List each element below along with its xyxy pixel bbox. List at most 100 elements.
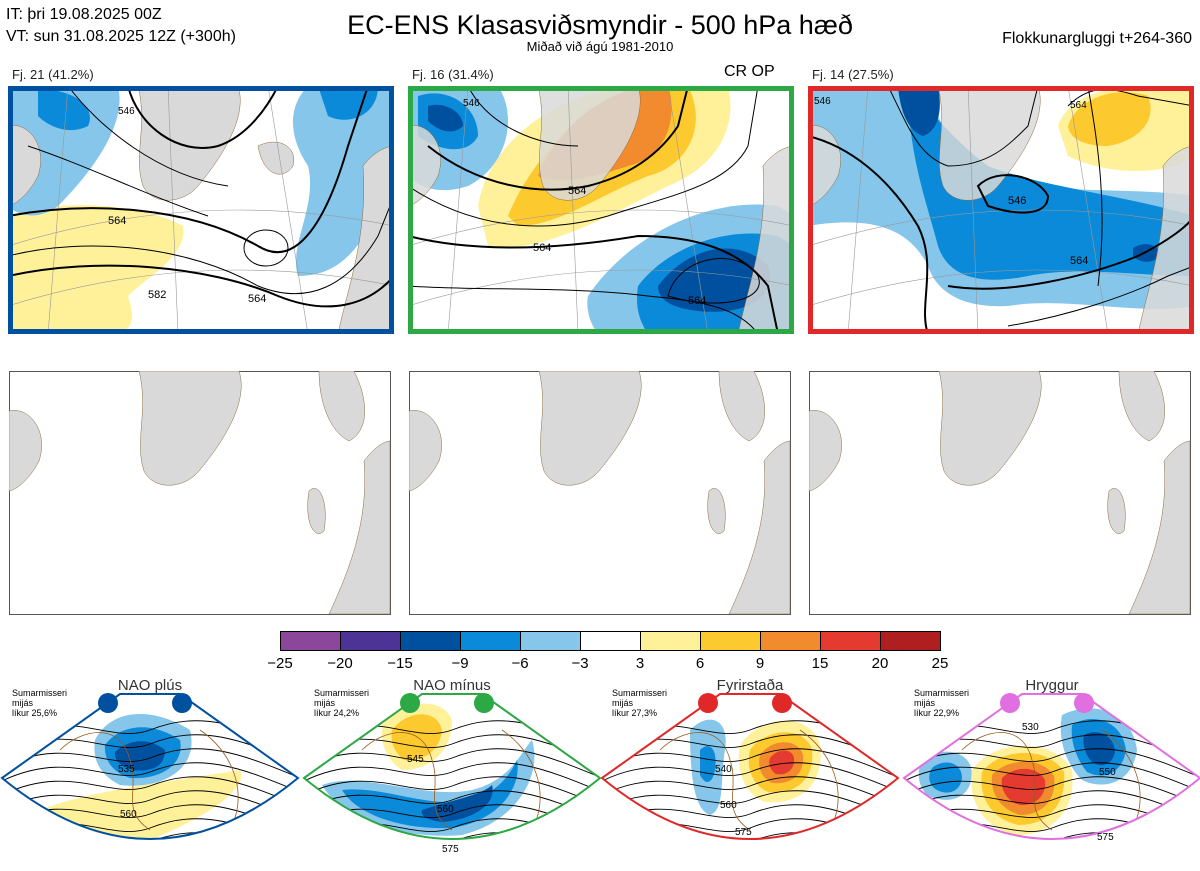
- colorbar-tick-label: −3: [571, 655, 589, 672]
- regime-fan-border: [600, 693, 900, 840]
- height-contour: [304, 748, 600, 779]
- anomaly-shading: [769, 750, 795, 775]
- contour-label: 582: [148, 289, 166, 301]
- contour-label: 535: [118, 764, 135, 775]
- contour-label: 530: [1022, 722, 1039, 733]
- contour-label: 564: [688, 295, 706, 307]
- colorbar-segment: [340, 631, 401, 651]
- regime-indicator-dot: [400, 693, 420, 713]
- regime-range: mijás: [12, 698, 34, 708]
- anomaly-shading: [114, 741, 165, 771]
- height-contour: [304, 762, 600, 793]
- height-contour: [602, 776, 898, 807]
- height-contour: [304, 790, 600, 821]
- colorbar-tick-label: −20: [327, 655, 353, 672]
- regime-prob: líkur 27,3%: [612, 708, 658, 718]
- regime-range: mijás: [612, 698, 634, 708]
- regime-season: Sumarmisseri: [914, 688, 970, 698]
- anomaly-shading: [40, 770, 242, 839]
- colorbar-segment: [700, 631, 761, 651]
- anomaly-shading: [391, 714, 442, 761]
- height-contour: [2, 790, 298, 821]
- regime-season: Sumarmisseri: [314, 688, 370, 698]
- regime-indicator-dot: [772, 693, 792, 713]
- regime-stats: Sumarmisseri mijás líkur 24,2%: [314, 688, 369, 718]
- initial-time: IT: þri 19.08.2025 00Z: [6, 6, 162, 23]
- empty-map-3: [809, 371, 1191, 615]
- regime-prob: líkur 24,2%: [314, 708, 360, 718]
- anomaly-shading: [421, 785, 493, 822]
- height-contour: [602, 762, 898, 793]
- contour-label: 560: [120, 809, 137, 820]
- height-contour: [904, 748, 1200, 779]
- empty-map-2: [409, 371, 791, 615]
- colorbar-tick-label: 20: [871, 655, 889, 672]
- contour-label: 564: [108, 215, 126, 227]
- regime-indicator-dot: [98, 693, 118, 713]
- contour-label: 564: [1070, 255, 1088, 267]
- regime-range: mijás: [314, 698, 336, 708]
- regime-name: NAO mínus: [413, 677, 491, 694]
- height-contour: [602, 790, 898, 821]
- regime-fan-border: [302, 693, 602, 840]
- regime-indicator-dot: [698, 693, 718, 713]
- colorbar-segment: [400, 631, 461, 651]
- regime-fan-map: 530 550 575: [902, 693, 1200, 850]
- colorbar-tick-label: −15: [387, 655, 413, 672]
- regime-prob: líkur 22,9%: [914, 708, 960, 718]
- colorbar-segment: [520, 631, 581, 651]
- regime-fan-map: 545 560 575: [302, 693, 602, 855]
- colorbar-tick-label: −6: [511, 655, 529, 672]
- cluster-3-label: Fj. 14 (27.5%): [812, 67, 894, 82]
- contour-label: 564: [248, 293, 266, 305]
- colorbar-tick-label: 15: [811, 655, 829, 672]
- regime-range: mijás: [914, 698, 936, 708]
- contour-label: 564: [568, 185, 586, 197]
- regime-name: Hryggur: [1025, 677, 1079, 694]
- colorbar-segment: [760, 631, 821, 651]
- page-subtitle: Miðað við ágú 1981-2010: [526, 39, 674, 54]
- contour-label: 564: [1070, 100, 1087, 111]
- contour-label: 575: [442, 844, 459, 855]
- regime-indicator-dot: [474, 693, 494, 713]
- height-contour: [904, 762, 1200, 793]
- cluster-2-contour-labels: 546 564 564 564: [463, 98, 706, 307]
- contour-label: 545: [407, 754, 424, 765]
- contour-label: 546: [814, 96, 831, 107]
- contour-label: 546: [463, 98, 480, 109]
- contour-label: 546: [1008, 195, 1026, 207]
- regime-season: Sumarmisseri: [612, 688, 668, 698]
- height-contour: [904, 776, 1200, 807]
- cluster-1-label: Fj. 21 (41.2%): [12, 67, 94, 82]
- contour-label: 540: [715, 764, 732, 775]
- cluster-1-border: [8, 86, 394, 334]
- cluster-map-3: 546 546 564 564: [808, 86, 1194, 334]
- height-contour: [2, 748, 298, 779]
- regime-fan-map: 535 560: [0, 693, 300, 840]
- colorbar-segment: [640, 631, 701, 651]
- height-contour: [904, 790, 1200, 821]
- regime-season: Sumarmisseri: [12, 688, 68, 698]
- regime-fan-map: 540 560 575: [600, 693, 900, 840]
- regime-name: NAO plús: [117, 677, 183, 694]
- height-contour: [304, 776, 600, 807]
- classification-window: Flokkunargluggi t+264-360: [1002, 30, 1192, 47]
- colorbar-tick-label: 9: [755, 655, 765, 672]
- contour-label: 575: [735, 827, 752, 838]
- contour-label: 550: [1099, 767, 1116, 778]
- regime-fan-border: [0, 693, 300, 840]
- colorbar-segment: [580, 631, 641, 651]
- colorbar-segment: [280, 631, 341, 651]
- colorbar-tick-label: 3: [635, 655, 645, 672]
- colorbar-tick-label: −25: [267, 655, 293, 672]
- contour-label: 560: [720, 800, 737, 811]
- anomaly-shading: [929, 762, 962, 793]
- regime-indicator-dot: [1074, 693, 1094, 713]
- regime-indicator-dot: [1000, 693, 1020, 713]
- contour-label: 560: [437, 804, 454, 815]
- contour-label: 546: [118, 106, 135, 117]
- height-contour: [602, 748, 898, 779]
- anomaly-shading: [1012, 841, 1042, 850]
- regime-stats: Sumarmisseri mijás líkur 22,9%: [914, 688, 969, 718]
- cluster-3-border: [808, 86, 1194, 334]
